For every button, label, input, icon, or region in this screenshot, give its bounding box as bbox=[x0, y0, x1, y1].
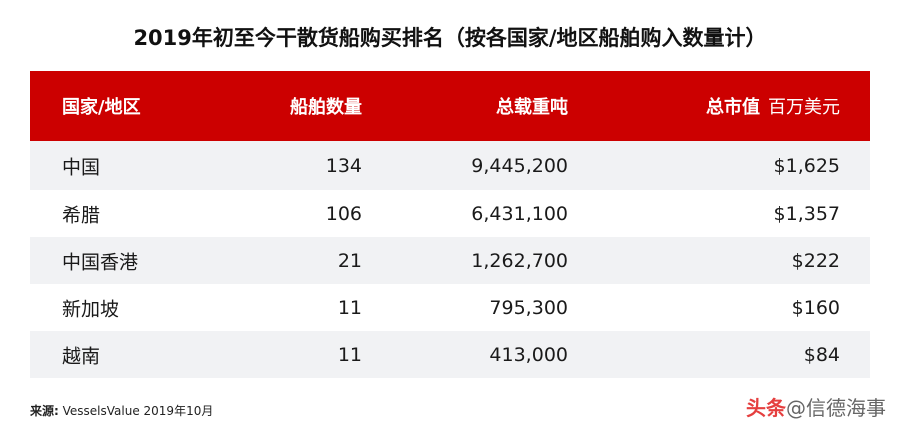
cell-dwt: 795,300 bbox=[489, 296, 568, 319]
cell-ships: 21 bbox=[337, 249, 362, 272]
cell-value: $160 bbox=[791, 296, 840, 319]
header-value: 总市值 百万美元 bbox=[706, 93, 840, 119]
cell-dwt: 6,431,100 bbox=[471, 202, 568, 225]
header-ships: 船舶数量 bbox=[290, 97, 362, 118]
source-label: 来源: bbox=[30, 404, 59, 418]
cell-country: 中国香港 bbox=[62, 251, 139, 273]
header-value-label: 总市值 bbox=[706, 97, 760, 118]
cell-country: 新加坡 bbox=[62, 298, 120, 320]
header-value-unit: 百万美元 bbox=[768, 97, 840, 118]
cell-dwt: 9,445,200 bbox=[471, 154, 568, 177]
header-dwt: 总载重吨 bbox=[496, 97, 568, 118]
table-header: 国家/地区 船舶数量 总载重吨 总市值 百万美元 bbox=[30, 71, 870, 141]
table-row: 希腊 106 6,431,100 $1,357 bbox=[30, 190, 870, 237]
cell-ships: 11 bbox=[337, 343, 362, 366]
cell-value: $1,357 bbox=[773, 202, 840, 225]
cell-value: $1,625 bbox=[773, 154, 840, 177]
watermark: 头条@信德海事 bbox=[746, 392, 886, 421]
cell-dwt: 413,000 bbox=[489, 343, 568, 366]
source-note: 来源: VesselsValue 2019年10月 bbox=[30, 402, 213, 419]
table-row: 越南 11 413,000 $84 bbox=[30, 331, 870, 378]
cell-ships: 11 bbox=[337, 296, 362, 319]
table-row: 中国 134 9,445,200 $1,625 bbox=[30, 141, 870, 190]
cell-ships: 106 bbox=[325, 202, 362, 225]
source-text: VesselsValue 2019年10月 bbox=[58, 404, 214, 418]
cell-country: 希腊 bbox=[62, 204, 101, 226]
watermark-text: @信德海事 bbox=[786, 396, 886, 420]
ranking-table: 国家/地区 船舶数量 总载重吨 总市值 百万美元 中国 134 9,445,200 $1… bbox=[30, 71, 870, 378]
table-row: 中国香港 21 1,262,700 $222 bbox=[30, 237, 870, 284]
cell-ships: 134 bbox=[325, 154, 362, 177]
watermark-logo: 头条 bbox=[746, 396, 786, 420]
header-country: 国家/地区 bbox=[62, 97, 141, 118]
cell-country: 中国 bbox=[62, 156, 101, 178]
cell-value: $84 bbox=[803, 343, 840, 366]
cell-dwt: 1,262,700 bbox=[471, 249, 568, 272]
table-row: 新加坡 11 795,300 $160 bbox=[30, 284, 870, 331]
page-title: 2019年初至今干散货船购买排名（按各国家/地区船舶购入数量计） bbox=[133, 26, 767, 50]
cell-country: 越南 bbox=[62, 345, 101, 367]
cell-value: $222 bbox=[791, 249, 840, 272]
